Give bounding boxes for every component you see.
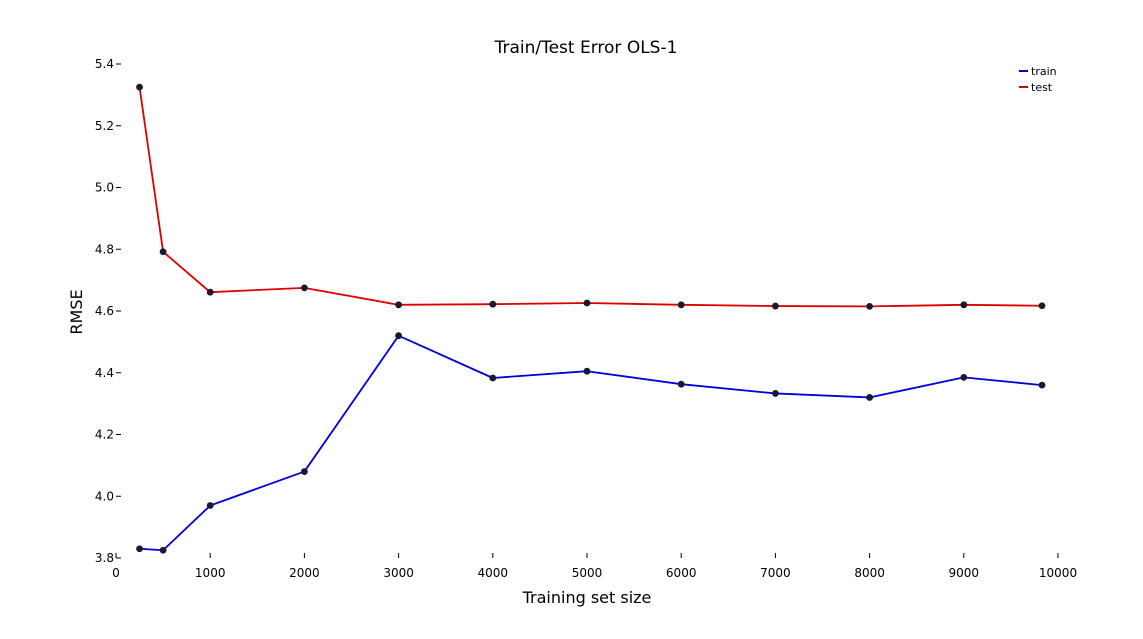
data-point-test xyxy=(136,83,143,91)
x-tick-label: 4000 xyxy=(478,566,509,580)
data-point-train xyxy=(206,502,214,509)
x-tick-label: 8000 xyxy=(854,566,885,580)
legend: train test xyxy=(1019,65,1057,94)
data-point-test xyxy=(866,302,873,310)
legend-label-test: test xyxy=(1031,81,1053,94)
data-point-test xyxy=(489,300,497,308)
data-point-train xyxy=(583,367,591,375)
data-point-test xyxy=(677,301,685,309)
series-test xyxy=(136,83,1046,310)
data-point-train xyxy=(960,373,968,381)
x-tick-label: 3000 xyxy=(383,566,414,580)
x-tick-label: 1000 xyxy=(195,566,226,580)
y-axis-title: RMSE xyxy=(67,289,86,334)
data-point-test xyxy=(159,248,167,256)
data-point-train xyxy=(1038,381,1046,389)
data-point-train xyxy=(301,468,308,475)
data-point-test xyxy=(301,284,308,292)
data-point-test xyxy=(395,301,402,309)
data-point-train xyxy=(136,545,143,553)
series-layer xyxy=(136,83,1046,554)
y-axis: 3.8 4.0 4.2 4.4 4.6 4.8 5.0 5.2 5.4 xyxy=(95,57,121,565)
y-tick-label: 5.0 xyxy=(95,181,114,195)
x-tick-label: 6000 xyxy=(666,566,697,580)
series-line-train xyxy=(139,334,1043,552)
data-point-test xyxy=(772,302,779,310)
x-tick-label: 2000 xyxy=(289,566,320,580)
y-tick-label: 5.4 xyxy=(95,57,114,71)
y-tick-label: 5.2 xyxy=(95,119,114,133)
legend-label-train: train xyxy=(1031,65,1057,78)
data-point-test xyxy=(1038,302,1046,310)
y-tick-label: 4.6 xyxy=(95,304,114,318)
x-tick-label: 0 xyxy=(112,566,120,580)
data-point-test xyxy=(960,301,968,309)
x-tick-label: 7000 xyxy=(760,566,791,580)
data-point-train xyxy=(395,332,402,340)
x-tick-label: 5000 xyxy=(572,566,603,580)
data-point-train xyxy=(489,374,497,382)
data-point-train xyxy=(772,390,779,397)
y-tick-label: 3.8 xyxy=(95,551,114,565)
data-point-train xyxy=(677,380,685,388)
series-line-test xyxy=(138,87,1042,308)
y-tick-label: 4.0 xyxy=(95,489,114,503)
data-point-test xyxy=(583,299,591,307)
data-point-train xyxy=(159,546,167,554)
data-point-test xyxy=(206,288,214,296)
chart-title: Train/Test Error OLS-1 xyxy=(494,38,678,58)
data-point-train xyxy=(866,394,873,401)
x-axis-title: Training set size xyxy=(522,588,652,607)
y-tick-label: 4.8 xyxy=(95,242,114,256)
x-axis: 0 1000 2000 3000 4000 5000 6000 7000 8000 9000 100… xyxy=(112,553,1077,580)
y-tick-label: 4.4 xyxy=(95,366,114,380)
y-tick-label: 4.2 xyxy=(95,428,114,442)
x-tick-label: 9000 xyxy=(949,566,980,580)
series-train xyxy=(136,332,1046,554)
x-tick-label: 10000 xyxy=(1039,566,1077,580)
